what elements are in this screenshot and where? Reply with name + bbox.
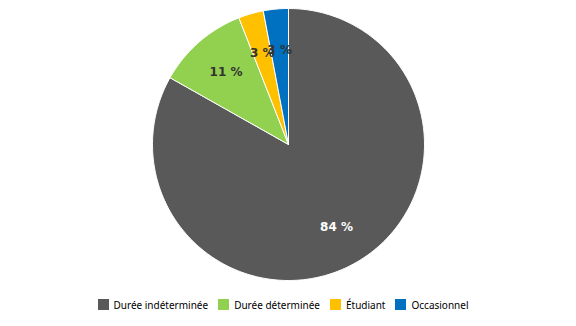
html-text:Occasionnel: Occasionnel	[411, 297, 469, 312]
svg-text:84 %: 84 %	[320, 220, 353, 234]
svg-text:3 %: 3 %	[267, 43, 292, 57]
svg-text:11 %: 11 %	[210, 65, 243, 79]
svg-text:3 %: 3 %	[249, 45, 275, 60]
html-text:Étudiant: Étudiant	[346, 297, 386, 312]
html-text:Durée indéterminée: Durée indéterminée	[113, 297, 209, 312]
html-text:Durée déterminée: Durée déterminée	[234, 297, 320, 312]
